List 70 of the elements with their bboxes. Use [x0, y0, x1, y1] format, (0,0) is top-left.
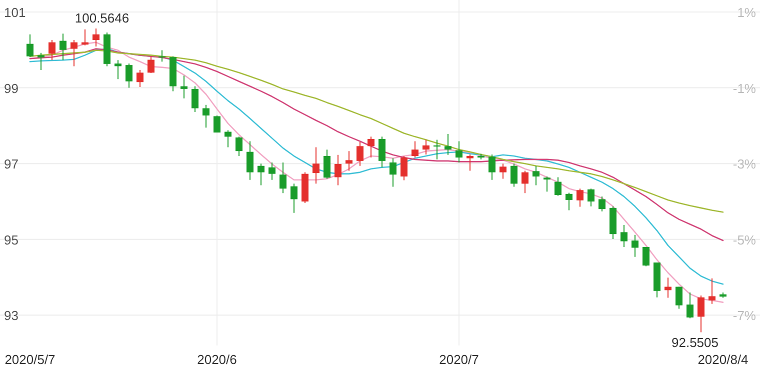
y2-tick-label: -1%: [732, 80, 756, 96]
candlestick: [444, 134, 452, 156]
candlestick: [598, 196, 606, 212]
candlestick: [588, 188, 594, 207]
y2-tick-label: -3%: [732, 156, 756, 172]
x-tick-label: 2020/6: [197, 352, 237, 367]
candlestick: [268, 162, 276, 180]
y-tick-label: 93: [4, 308, 18, 324]
candlestick: [686, 292, 694, 319]
candlestick: [60, 33, 66, 61]
candlestick: [258, 163, 264, 186]
candlestick: [698, 294, 704, 333]
candlestick: [412, 140, 418, 158]
x-tick-label: 2020/5/7: [4, 352, 56, 367]
candlestick: [334, 154, 342, 186]
y2-tick-label: -5%: [732, 232, 756, 248]
candlestick: [544, 176, 550, 192]
candlestick: [26, 34, 34, 58]
candlestick: [114, 60, 122, 80]
x-tick-label: 2020/7: [439, 352, 479, 367]
candlestick: [48, 40, 56, 61]
candlestick: [378, 136, 386, 168]
candlestick: [632, 234, 638, 258]
line-series: [29, 48, 724, 242]
candlestick: [312, 146, 320, 184]
candlestick: [620, 224, 628, 248]
candlestick: [356, 141, 364, 166]
candlestick: [324, 149, 330, 180]
candlestick: [390, 158, 396, 188]
candlestick: [92, 28, 100, 47]
candlestick: [532, 165, 540, 186]
candlestick: [500, 163, 506, 180]
candlestick: [214, 114, 220, 134]
y-tick-label: 101: [4, 5, 26, 20]
candlestick: [202, 104, 210, 128]
candlestick: [456, 140, 462, 163]
candlestick: [136, 69, 144, 88]
x-tick-label: 2020/8/4: [698, 352, 748, 367]
candlestick: [576, 188, 584, 208]
candlestick: [224, 130, 232, 148]
candlestick: [236, 136, 242, 157]
candlestick: [522, 170, 528, 194]
y-tick-label: 99: [4, 80, 18, 96]
candlestick: [280, 162, 286, 194]
candlestick: [400, 156, 408, 181]
candlestick: [676, 286, 682, 310]
candlestick: [488, 154, 496, 180]
candlestick: [466, 154, 474, 172]
candlestick: [180, 75, 188, 99]
annotation: 100.5646: [74, 10, 130, 26]
y2-tick-label: -7%: [732, 308, 756, 324]
candlestick: [566, 192, 572, 211]
candlestick: [148, 56, 154, 74]
candlestick: [510, 163, 518, 188]
candlestick: [346, 150, 352, 172]
y-tick-label: 95: [4, 232, 18, 248]
candlestick: [554, 176, 562, 196]
candlestick: [422, 139, 430, 155]
candlestick: [38, 52, 44, 70]
candlestick: [642, 246, 650, 267]
candlestick: [246, 140, 254, 180]
candlestick: [192, 86, 198, 113]
candlestick: [290, 183, 298, 214]
y-tick-label: 97: [4, 156, 18, 172]
candlestick: [708, 278, 716, 304]
candlestick: [126, 63, 132, 88]
candlestick: [368, 136, 374, 158]
y2-tick-label: 1%: [737, 5, 756, 20]
annotation: 92.5505: [672, 335, 718, 350]
candlestick: [70, 40, 78, 67]
